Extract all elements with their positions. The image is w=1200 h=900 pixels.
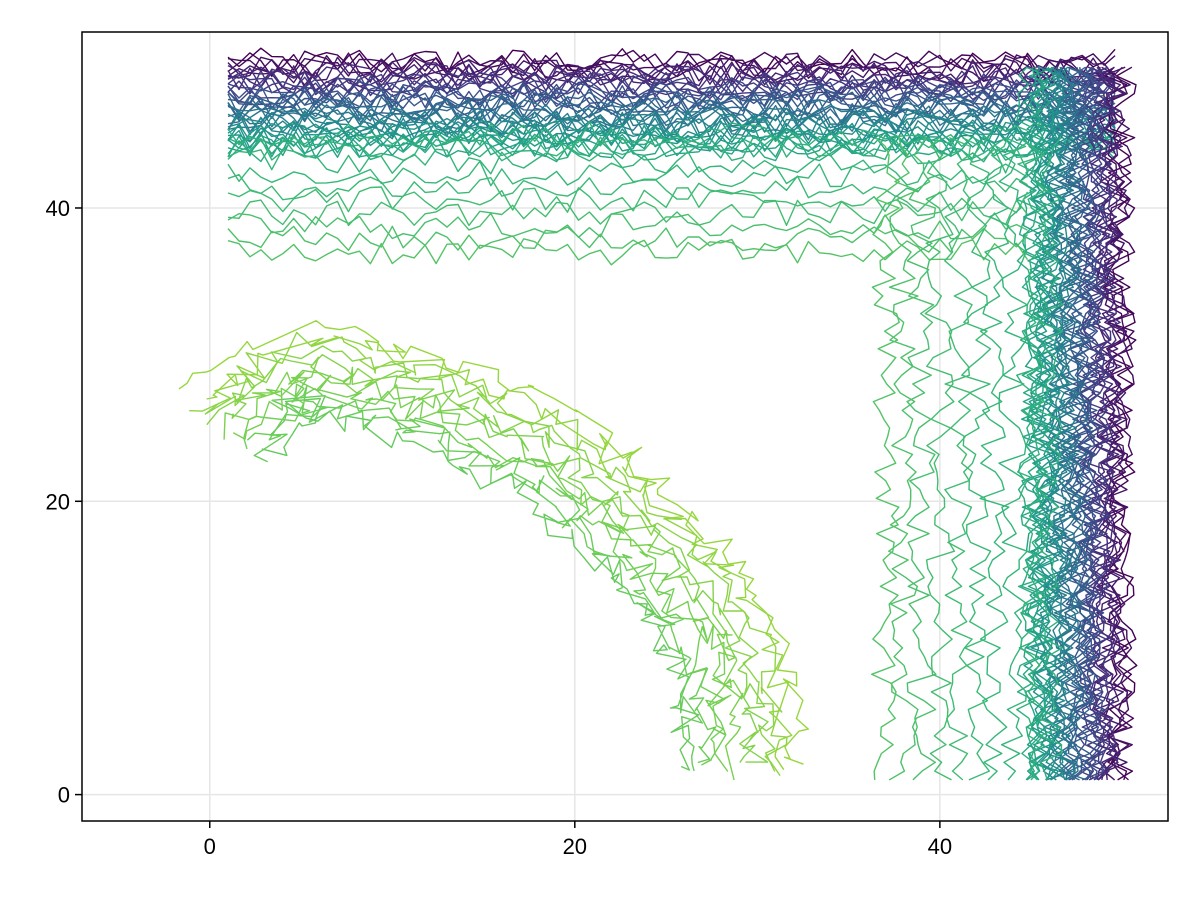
contour-line (231, 356, 759, 763)
contour-line (227, 97, 1116, 125)
contour-layer (178, 47, 1138, 781)
contour-line (227, 115, 1116, 143)
contour-line (1016, 137, 1047, 781)
contour-line (223, 369, 744, 781)
plot-frame (81, 31, 1169, 822)
contour-line (253, 397, 703, 772)
contour-line (232, 374, 732, 772)
contour-line (227, 131, 1116, 159)
contour-line (1086, 66, 1117, 781)
contour-line (206, 335, 793, 771)
contour-line (206, 354, 769, 763)
contour-line (227, 81, 1116, 109)
x-tick-label: 0 (204, 834, 216, 859)
contour-line (227, 106, 1116, 134)
contour-line (1048, 67, 1080, 781)
contour-line (1041, 66, 1072, 781)
contour-line (204, 345, 776, 772)
contour-line (1058, 67, 1089, 781)
contour-line (906, 137, 937, 781)
grid-layer (82, 32, 1168, 821)
contour-line (227, 147, 1029, 175)
contour-line (1034, 137, 1064, 781)
contour-line (998, 136, 1028, 781)
contour-line (1062, 66, 1094, 781)
contour-line (178, 320, 809, 765)
contour-line (227, 225, 1029, 253)
contour-line (871, 137, 900, 780)
contour-line (961, 136, 992, 781)
tick-layer: 0 20 40 0 20 40 (46, 196, 953, 859)
contour-line (227, 134, 1028, 162)
contour-line (246, 384, 717, 764)
contour-line (227, 134, 1116, 161)
contour-line (1081, 66, 1112, 781)
contour-line (1075, 66, 1105, 781)
contour-line (1015, 66, 1047, 781)
contour-line (227, 75, 1116, 103)
contour-line (1023, 66, 1053, 781)
contour-line (1046, 66, 1077, 781)
contour-line (227, 199, 1029, 227)
contour-line (227, 119, 1116, 148)
x-tick-label: 40 (928, 834, 952, 859)
contour-line (227, 212, 1028, 240)
contour-line (227, 186, 1029, 214)
y-tick-label: 0 (58, 783, 70, 808)
contour-line (1051, 66, 1082, 781)
contour-line (1021, 67, 1051, 781)
contour-line (227, 173, 1028, 201)
contour-line (227, 121, 1028, 149)
contour-line (227, 160, 1028, 188)
contour-line (227, 238, 1029, 266)
contour-line (888, 137, 919, 781)
y-tick-label: 20 (46, 489, 70, 514)
contour-line (944, 136, 974, 781)
contour-line (1030, 66, 1061, 781)
contour-line (1025, 66, 1056, 781)
y-tick-label: 40 (46, 196, 70, 221)
contour-line (979, 137, 1010, 781)
contour-line (1098, 66, 1128, 780)
contour-line (227, 117, 1116, 145)
x-tick-label: 20 (563, 834, 587, 859)
contour-line (1090, 66, 1122, 781)
contour-line (261, 395, 700, 771)
